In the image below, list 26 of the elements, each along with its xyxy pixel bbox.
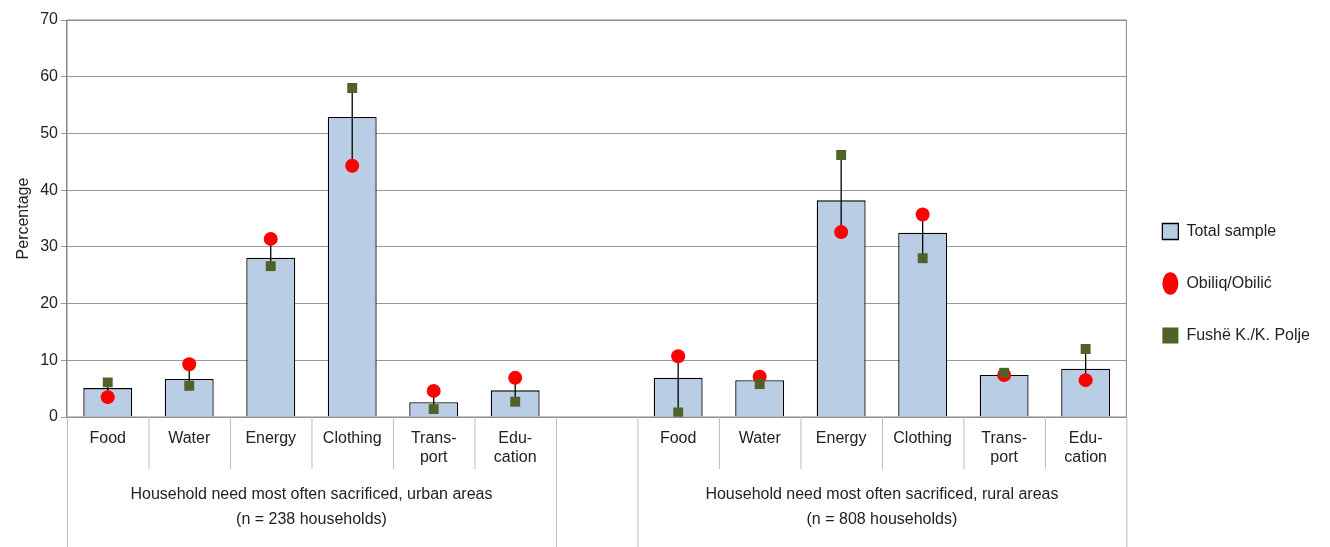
x-tick-label: Food — [659, 429, 697, 447]
legend-label: Total sample — [1186, 221, 1277, 239]
text: Household need most often sacrificed, urban areas (n = 238 households) — [130, 485, 493, 528]
x-tick-label: Clothing — [322, 429, 382, 447]
x-tick-label: Edu-cation — [1064, 429, 1107, 466]
x-tick-label: Clothing — [893, 429, 953, 447]
y-tick-label: 70 — [40, 10, 59, 28]
y-tick-label: 50 — [40, 123, 59, 141]
text: Household need most often sacrificed, rural areas (n = 808 households) — [705, 485, 1059, 528]
x-tick-label: Energy — [815, 429, 867, 447]
legend-label: Fushë K./K. Polje — [1186, 325, 1311, 343]
legend-label: Obiliq/Obilić — [1186, 273, 1272, 291]
x-tick-label: Energy — [245, 429, 297, 447]
x-tick-label: Water — [738, 429, 782, 447]
y-tick-label: 0 — [49, 407, 59, 425]
y-tick-label: 10 — [40, 350, 59, 368]
x-tick-label: Trans-port — [981, 429, 1027, 466]
x-tick-label: Water — [168, 429, 211, 447]
x-tick-label: Edu-cation — [493, 429, 537, 466]
y-tick-label: 60 — [40, 67, 59, 85]
x-tick-label: Food — [89, 429, 126, 447]
y-tick-label: 20 — [40, 293, 59, 311]
y-tick-label: 40 — [40, 180, 59, 198]
x-tick-label: Trans-port — [410, 429, 457, 466]
y-tick-label: 30 — [40, 237, 59, 255]
y-axis-title: Percentage — [14, 177, 32, 260]
